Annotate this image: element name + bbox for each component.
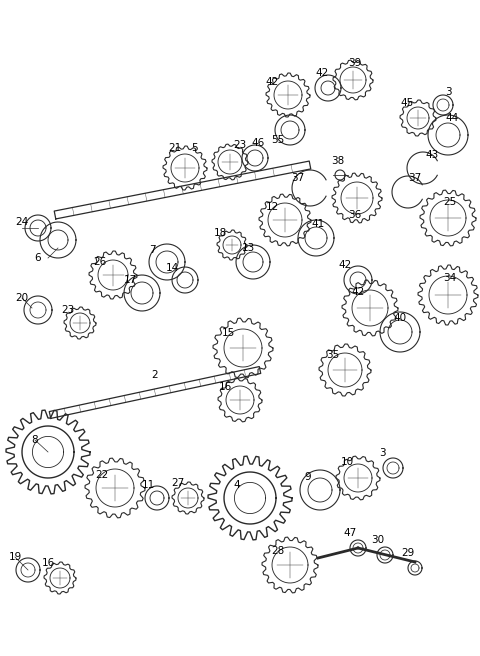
Text: 3: 3 <box>379 448 385 458</box>
Text: 28: 28 <box>271 546 285 556</box>
Text: 42: 42 <box>265 77 278 87</box>
Text: 7: 7 <box>149 245 156 255</box>
Text: 2: 2 <box>152 370 158 380</box>
Text: 39: 39 <box>348 58 361 68</box>
Text: 27: 27 <box>171 478 185 488</box>
Text: 25: 25 <box>444 197 456 207</box>
Text: 17: 17 <box>123 275 137 285</box>
Text: 6: 6 <box>35 253 41 263</box>
Text: 3: 3 <box>444 87 451 97</box>
Text: 45: 45 <box>400 98 414 108</box>
Text: 21: 21 <box>168 143 181 153</box>
Text: 19: 19 <box>8 552 22 562</box>
Text: 46: 46 <box>252 138 264 148</box>
Text: 16: 16 <box>41 558 55 568</box>
Text: 10: 10 <box>340 457 354 467</box>
Text: 42: 42 <box>315 68 329 78</box>
Text: 14: 14 <box>166 263 179 273</box>
Text: 20: 20 <box>15 293 29 303</box>
Text: 29: 29 <box>401 548 415 558</box>
Text: 23: 23 <box>233 140 247 150</box>
Text: 35: 35 <box>326 350 340 360</box>
Text: 36: 36 <box>348 210 361 220</box>
Text: 5: 5 <box>192 143 198 153</box>
Text: 11: 11 <box>142 480 155 490</box>
Text: 40: 40 <box>394 313 407 323</box>
Text: 47: 47 <box>343 528 357 538</box>
Text: 9: 9 <box>305 472 312 482</box>
Text: 13: 13 <box>241 243 254 253</box>
Text: 55: 55 <box>271 135 285 145</box>
Text: 42: 42 <box>338 260 352 270</box>
Text: 22: 22 <box>96 470 108 480</box>
Text: 26: 26 <box>94 257 107 267</box>
Text: 4: 4 <box>234 480 240 490</box>
Text: 8: 8 <box>32 435 38 445</box>
Text: 44: 44 <box>445 113 458 123</box>
Text: 30: 30 <box>372 535 384 545</box>
Text: 23: 23 <box>61 305 74 315</box>
Text: 34: 34 <box>444 273 456 283</box>
Text: 41: 41 <box>312 219 324 229</box>
Text: 38: 38 <box>331 156 345 166</box>
Text: 24: 24 <box>15 217 29 227</box>
Text: 37: 37 <box>408 173 421 183</box>
Text: 18: 18 <box>214 228 227 238</box>
Text: 16: 16 <box>218 382 232 392</box>
Text: 43: 43 <box>425 150 439 160</box>
Text: 37: 37 <box>291 173 305 183</box>
Text: 42: 42 <box>351 287 365 297</box>
Text: 12: 12 <box>265 202 278 212</box>
Text: 15: 15 <box>221 328 235 338</box>
